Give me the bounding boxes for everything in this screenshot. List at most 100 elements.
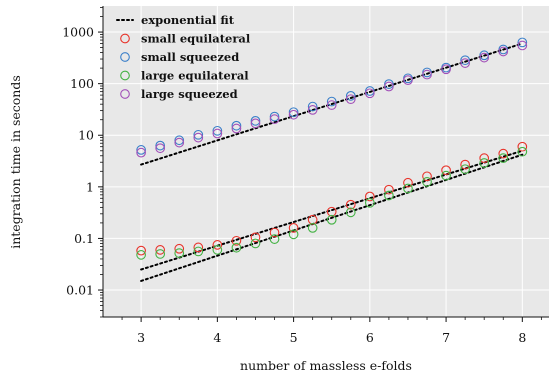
x-tick-label: 3 bbox=[137, 330, 145, 345]
data-point bbox=[193, 242, 204, 253]
data-point bbox=[269, 111, 280, 122]
data-point bbox=[460, 159, 470, 170]
x-tick-label: 7 bbox=[442, 330, 450, 345]
series-large-squeezed bbox=[136, 40, 528, 158]
data-point bbox=[479, 158, 490, 168]
data-point bbox=[517, 146, 528, 157]
data-point bbox=[498, 153, 509, 163]
data-point bbox=[193, 132, 204, 143]
data-point bbox=[193, 129, 204, 140]
data-point bbox=[155, 140, 166, 151]
data-point bbox=[498, 148, 509, 159]
data-point bbox=[422, 171, 432, 182]
data-point bbox=[212, 245, 223, 255]
data-point bbox=[155, 245, 166, 255]
y-tick-label: 1 bbox=[86, 179, 94, 194]
data-point bbox=[136, 250, 146, 260]
data-point bbox=[269, 114, 280, 125]
data-point bbox=[231, 235, 242, 246]
data-point bbox=[364, 197, 375, 208]
data-point bbox=[231, 242, 242, 253]
data-point bbox=[250, 118, 261, 129]
data-point bbox=[384, 79, 394, 89]
data-point bbox=[460, 164, 470, 175]
data-point bbox=[174, 248, 185, 258]
y-axis-title: integration time in seconds bbox=[8, 75, 23, 249]
data-point bbox=[288, 223, 299, 233]
data-point bbox=[422, 69, 432, 80]
data-point bbox=[136, 147, 146, 158]
data-point bbox=[231, 123, 242, 134]
data-point bbox=[479, 52, 490, 63]
y-tick-label: 0.01 bbox=[66, 283, 94, 298]
data-point bbox=[231, 120, 242, 131]
y-tick-label: 100 bbox=[70, 76, 94, 91]
legend-marker bbox=[120, 52, 130, 62]
data-point bbox=[345, 199, 356, 210]
data-point bbox=[307, 105, 318, 115]
axes bbox=[98, 6, 549, 322]
data-point bbox=[403, 75, 413, 85]
x-tick-label: 8 bbox=[518, 330, 526, 345]
data-point bbox=[326, 100, 337, 110]
legend-label: small equilateral bbox=[141, 32, 251, 46]
data-point bbox=[441, 165, 451, 176]
data-point bbox=[364, 86, 375, 96]
data-point bbox=[441, 64, 451, 75]
data-point bbox=[212, 240, 223, 250]
data-point bbox=[326, 214, 337, 225]
data-point bbox=[174, 137, 185, 148]
x-tick-label: 5 bbox=[290, 330, 298, 345]
y-tick-label: 1000 bbox=[62, 25, 94, 40]
series-small-equilateral bbox=[136, 141, 528, 256]
y-tick-label: 0.1 bbox=[74, 231, 94, 246]
data-point bbox=[250, 232, 261, 243]
data-point bbox=[441, 170, 451, 181]
data-point bbox=[326, 96, 337, 107]
data-point bbox=[307, 101, 318, 112]
data-point bbox=[307, 223, 318, 233]
legend: exponential fit small equilateral small sq… bbox=[116, 13, 251, 101]
series-small-squeezed bbox=[136, 37, 528, 155]
data-point bbox=[460, 55, 470, 66]
data-point bbox=[212, 125, 223, 136]
data-point bbox=[479, 153, 490, 163]
grid bbox=[103, 6, 549, 317]
legend-marker bbox=[120, 89, 130, 99]
fit-line bbox=[140, 42, 524, 166]
data-point bbox=[517, 40, 528, 51]
data-point bbox=[460, 58, 470, 68]
data-point bbox=[403, 183, 413, 194]
data-point bbox=[498, 46, 509, 57]
data-point bbox=[384, 81, 394, 92]
x-axis-title: number of massless e-folds bbox=[240, 358, 412, 373]
data-point bbox=[364, 88, 375, 99]
data-point bbox=[288, 109, 299, 120]
data-point bbox=[517, 141, 528, 152]
data-point bbox=[250, 238, 261, 249]
data-points bbox=[136, 37, 528, 260]
data-point bbox=[517, 37, 528, 48]
legend-label: large squeezed bbox=[141, 87, 238, 101]
data-point bbox=[288, 229, 299, 240]
data-point bbox=[212, 128, 223, 139]
data-point bbox=[384, 184, 394, 195]
data-point bbox=[155, 143, 166, 154]
fit-lines bbox=[140, 42, 524, 282]
data-point bbox=[345, 207, 356, 218]
x-tick-label: 6 bbox=[366, 330, 374, 345]
legend-label: small squeezed bbox=[141, 50, 239, 64]
data-point bbox=[384, 190, 394, 201]
tick-labels: 3 4 5 6 7 8 0.01 0.1 1 10 100 1000 bbox=[62, 25, 526, 345]
data-point bbox=[269, 227, 280, 238]
data-point bbox=[193, 246, 204, 257]
data-point bbox=[345, 94, 356, 105]
fit-line bbox=[140, 149, 524, 271]
series-large-equilateral bbox=[136, 146, 528, 260]
data-point bbox=[136, 145, 146, 155]
data-point bbox=[174, 135, 185, 146]
legend-label: exponential fit bbox=[141, 13, 235, 27]
data-point bbox=[269, 234, 280, 244]
y-tick-label: 10 bbox=[78, 128, 94, 143]
